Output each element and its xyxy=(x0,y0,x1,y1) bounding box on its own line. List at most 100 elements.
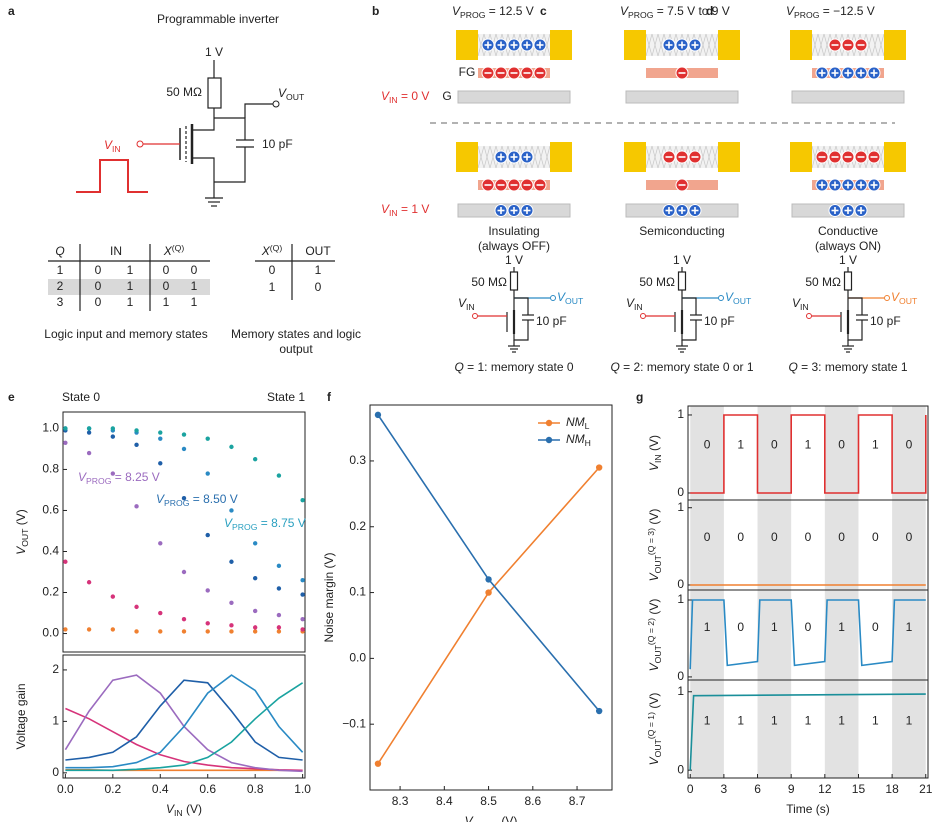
lattice xyxy=(477,33,485,57)
lattice xyxy=(537,145,545,169)
state-band xyxy=(892,406,926,778)
g-label: G xyxy=(442,89,451,103)
electrode xyxy=(456,142,478,172)
lattice xyxy=(645,145,653,169)
text-part: V xyxy=(381,89,390,103)
output-label: VOUT xyxy=(278,86,305,102)
table-header: X(Q) xyxy=(163,243,185,258)
gate xyxy=(791,90,905,104)
capacitor-label: 10 pF xyxy=(704,314,735,328)
wire xyxy=(214,117,246,140)
text-part: V xyxy=(786,4,795,18)
resistor xyxy=(509,271,519,291)
capacitor-label: 10 pF xyxy=(870,314,901,328)
lattice xyxy=(877,145,885,169)
input-node xyxy=(136,140,144,148)
text-part: Q xyxy=(788,360,797,374)
data-point xyxy=(110,594,116,599)
lattice xyxy=(657,33,665,57)
data-point xyxy=(300,578,305,583)
state-label: 1 xyxy=(906,713,913,727)
supply-label: 1 V xyxy=(673,253,691,267)
lattice xyxy=(811,33,819,57)
lattice xyxy=(651,33,659,57)
lattice xyxy=(865,33,873,57)
text-part: OUT xyxy=(899,296,918,306)
data-point xyxy=(181,495,187,501)
data-line xyxy=(690,414,927,494)
state-label: 0 xyxy=(838,438,845,452)
text-part: V xyxy=(891,290,900,304)
data-point xyxy=(276,563,282,569)
panel-letter: e xyxy=(8,390,15,404)
text-part: (V) xyxy=(647,693,661,712)
lattice xyxy=(705,145,713,169)
vin-label: VIN = 1 V xyxy=(381,202,429,218)
wire xyxy=(192,108,215,131)
text-part: PROG xyxy=(628,10,654,20)
data-point xyxy=(374,760,382,767)
text-part: (Q) xyxy=(172,243,185,253)
text-part: = 1 V xyxy=(398,202,430,216)
y-tick-label: 1 xyxy=(677,684,684,698)
x-tick-label: 12 xyxy=(818,782,832,796)
plot-frame xyxy=(687,499,929,591)
y-tick-label: 1 xyxy=(52,714,59,728)
lattice xyxy=(483,145,491,169)
output-node xyxy=(550,295,556,301)
state-note: State 0 xyxy=(62,390,100,404)
text-part: V xyxy=(647,572,661,581)
panel-letter: f xyxy=(327,390,332,404)
lattice xyxy=(531,145,539,169)
lattice xyxy=(699,33,707,57)
wire xyxy=(681,320,697,341)
wire xyxy=(514,297,529,315)
text-part: V xyxy=(156,492,165,506)
y-tick-label: 0 xyxy=(52,765,59,779)
y-tick-label: 0.3 xyxy=(349,453,366,467)
resistor xyxy=(677,271,687,291)
text-part: (V) xyxy=(183,802,202,816)
text-part: X xyxy=(163,244,173,258)
lattice xyxy=(477,145,485,169)
text-part: V xyxy=(620,4,629,18)
plot-frame xyxy=(62,411,306,653)
data-point xyxy=(181,569,187,575)
data-point xyxy=(63,440,68,445)
supply-label: 1 V xyxy=(505,253,523,267)
text-part: IN xyxy=(389,208,398,218)
state-label: 1 xyxy=(838,620,845,634)
data-point xyxy=(300,498,305,503)
data-point xyxy=(205,471,210,476)
annotation: VPROG = 8.50 V xyxy=(156,492,238,508)
data-line xyxy=(65,682,304,772)
state-label: 1 xyxy=(838,713,845,727)
y-axis-label: Voltage gain xyxy=(14,683,28,749)
output-node xyxy=(718,295,724,301)
data-point xyxy=(134,442,139,448)
output-node xyxy=(884,295,890,301)
supply-label: 1 V xyxy=(839,253,857,267)
caption: Logic input and memory states xyxy=(44,327,207,341)
y-tick-label: 0 xyxy=(677,577,684,591)
panel-letter: c xyxy=(540,4,547,18)
data-line xyxy=(65,674,304,769)
state-label: 0 xyxy=(872,530,879,544)
lattice xyxy=(817,33,825,57)
y-tick-label: 1.0 xyxy=(42,421,59,435)
data-point xyxy=(300,627,305,632)
data-point xyxy=(300,616,305,622)
electrode xyxy=(456,30,478,60)
annotation: VPROG = 8.25 V xyxy=(78,470,160,486)
resistor-label: 50 MΩ xyxy=(166,85,202,99)
y-tick-label: 0.2 xyxy=(42,585,59,599)
y-axis-label: VOUT(Q = 3) (V) xyxy=(646,509,663,582)
electrode xyxy=(718,30,740,60)
y-tick-label: 2 xyxy=(52,662,59,676)
output-label: VOUT xyxy=(557,290,584,306)
wire xyxy=(682,297,697,315)
lattice xyxy=(823,33,831,57)
text-part: (V) xyxy=(498,814,517,822)
text-part: X xyxy=(261,244,271,258)
panel-letter: a xyxy=(8,4,15,18)
